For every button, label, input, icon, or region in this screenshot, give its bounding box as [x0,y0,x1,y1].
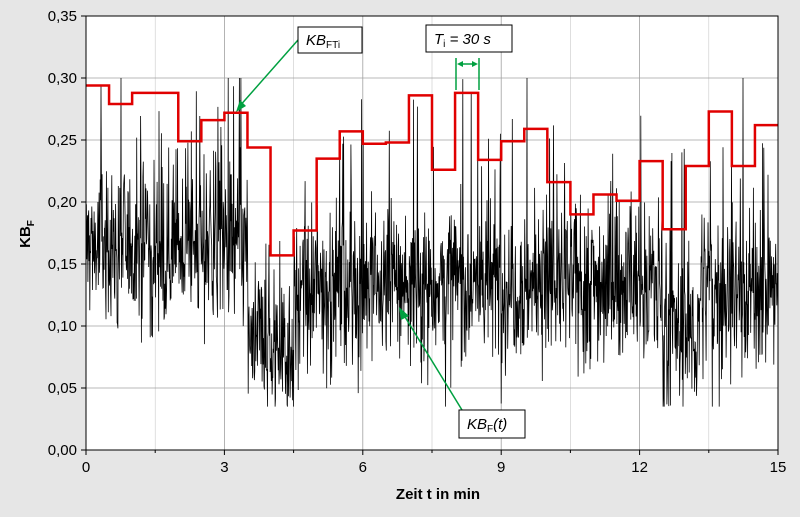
svg-text:KBFTi: KBFTi [306,32,340,51]
y-tick-label: 0,00 [48,442,77,459]
svg-text:Ti = 30 s: Ti = 30 s [434,31,491,50]
y-axis-ticks: 0,00 0,05 0,10 0,15 0,20 0,25 0,30 0,35 [48,8,86,459]
y-tick-label: 0,30 [48,70,77,87]
x-tick-label: 9 [497,459,505,476]
annotation-ti: Ti = 30 s [425,24,513,90]
annotation-kbfti: KBFTi [236,26,363,112]
step-line [86,84,778,257]
x-tick-label: 6 [359,459,367,476]
y-tick-label: 0,15 [48,256,77,273]
y-axis-label: KBF [17,220,37,248]
signal-layer [85,77,779,407]
x-axis-label: Zeit t in min [396,486,480,503]
svg-text:KBF(t): KBF(t) [467,416,507,435]
x-tick-label: 3 [220,459,228,476]
signal-line [85,77,779,407]
x-tick-label: 12 [631,459,648,476]
y-tick-label: 0,35 [48,8,77,25]
y-tick-label: 0,05 [48,380,77,397]
y-tick-label: 0,25 [48,132,77,149]
x-tick-label: 15 [770,459,787,476]
x-axis-ticks: 0 3 6 9 12 15 [82,450,787,476]
step-layer [86,84,778,257]
annotation-kbft: KBF(t) [399,307,526,439]
x-tick-label: 0 [82,459,90,476]
y-tick-label: 0,10 [48,318,77,335]
y-tick-label: 0,20 [48,194,77,211]
